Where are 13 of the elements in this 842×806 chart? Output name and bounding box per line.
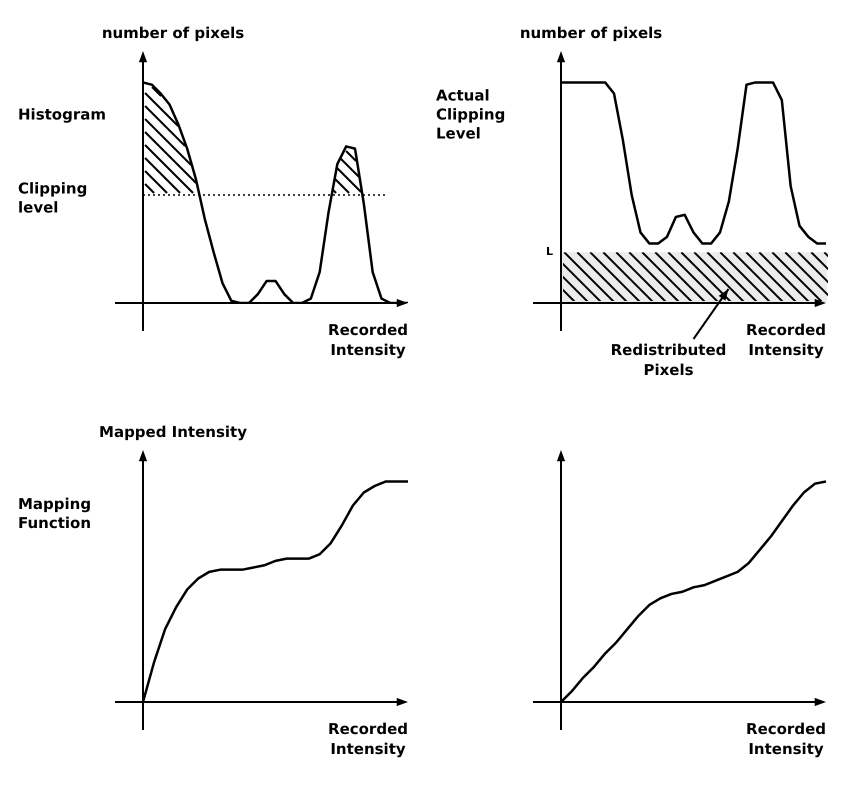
ref-line-label: Clipping level xyxy=(18,179,88,216)
y-axis-title: number of pixels xyxy=(520,24,662,42)
band-label: L xyxy=(546,245,553,258)
text: Mapping Function xyxy=(18,494,92,532)
text: Histogram xyxy=(18,105,106,124)
y-axis-title: number of pixels xyxy=(102,24,244,42)
text: Actual Clipping Level xyxy=(436,86,506,142)
x-axis-title: Recorded Intensity xyxy=(746,720,826,758)
x-axis-title: Recorded Intensity xyxy=(746,320,826,359)
x-axis-title: Recorded Intensity xyxy=(328,720,408,758)
y-axis-title: Mapped Intensity xyxy=(99,422,248,441)
x-axis-title: Recorded Intensity xyxy=(328,320,408,359)
text: Redistributed Pixels xyxy=(610,340,726,379)
